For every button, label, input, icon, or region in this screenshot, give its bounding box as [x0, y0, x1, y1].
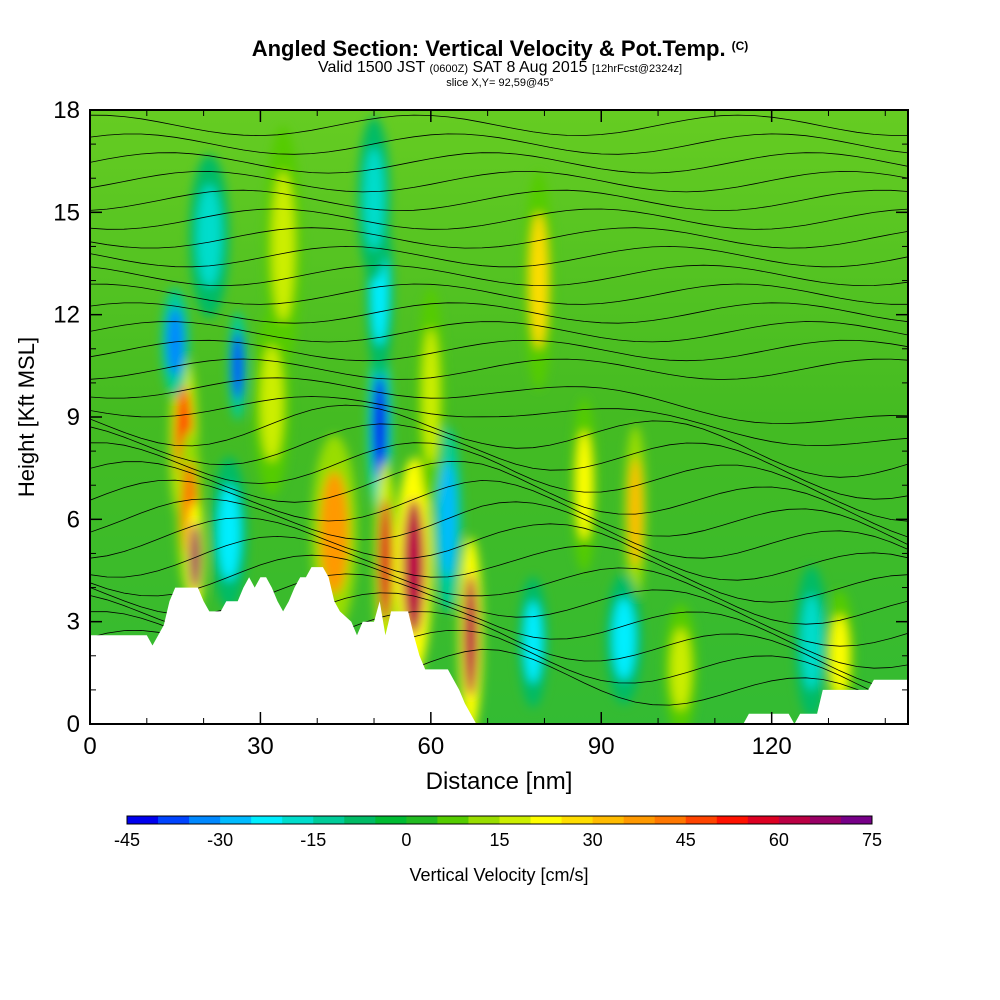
colorbar-swatch	[499, 816, 532, 824]
theta-contour-line	[90, 517, 908, 581]
colorbar-swatch	[468, 816, 500, 824]
theta-contour-line	[90, 302, 908, 324]
colorbar-swatch	[623, 816, 656, 824]
colorbar-label: Vertical Velocity [cm/s]	[409, 865, 588, 885]
velocity-field	[161, 116, 855, 724]
theta-contour-line	[90, 171, 908, 193]
colorbar-swatch	[282, 816, 314, 824]
theta-contour-line	[90, 133, 908, 155]
colorbar-swatch	[716, 816, 749, 824]
colorbar-swatch	[220, 816, 252, 824]
velocity-cell	[232, 331, 244, 400]
velocity-cell	[439, 461, 457, 578]
y-tick-label: 6	[67, 506, 80, 533]
colorbar-swatch	[189, 816, 221, 824]
colorbar-swatch	[840, 816, 873, 824]
y-tick-label: 12	[53, 302, 80, 329]
velocity-cell	[196, 185, 222, 288]
y-tick-label: 18	[53, 97, 80, 124]
velocity-cell	[523, 601, 543, 684]
theta-contour-line	[90, 479, 908, 546]
colorbar-swatch	[437, 816, 469, 824]
colorbar-swatch	[778, 816, 811, 824]
colorbar: -45 -30 -15 0 15 30 45 60 75	[114, 815, 882, 850]
terrain	[90, 567, 908, 724]
theta-contour-line	[90, 321, 908, 343]
colorbar-swatch	[685, 816, 718, 824]
theta-contour-line	[90, 283, 908, 305]
colorbar-swatch	[809, 816, 842, 824]
theta-contour-line	[90, 404, 908, 478]
y-tick-label: 15	[53, 199, 80, 226]
colorbar-tick-label: 15	[489, 830, 509, 850]
velocity-cell	[670, 628, 692, 711]
colorbar-swatch	[375, 816, 407, 824]
colorbar-tick-label: 30	[583, 830, 603, 850]
x-tick-label: 60	[417, 733, 444, 760]
theta-contour-line	[90, 377, 908, 424]
velocity-cell	[463, 573, 478, 697]
y-axis-label: Height [Kft MSL]	[14, 337, 39, 497]
colorbar-frame	[126, 815, 873, 825]
colorbar-swatch	[654, 816, 687, 824]
velocity-cell	[612, 597, 636, 680]
velocity-cell	[363, 147, 385, 250]
velocity-cell	[576, 430, 593, 540]
colorbar-swatch	[406, 816, 438, 824]
colorbar-tick-label: -15	[300, 830, 326, 850]
colorbar-tick-label: 0	[401, 830, 411, 850]
slice-label: slice X,Y= 92,59@45°	[446, 77, 554, 89]
colorbar-tick-label: 45	[676, 830, 696, 850]
colorbar-swatch	[158, 816, 190, 824]
theta-contour-line	[90, 208, 908, 230]
x-axis-label: Distance [nm]	[426, 768, 573, 795]
velocity-cell	[320, 471, 349, 595]
x-tick-label: 120	[752, 733, 792, 760]
theta-contour-line	[90, 498, 908, 559]
colorbar-swatch	[530, 816, 563, 824]
axes: 0 30 60 90 120 0 3 6 9 12 15 18	[53, 97, 908, 760]
velocity-cell	[372, 372, 388, 482]
theta-contour-line	[90, 358, 908, 380]
colorbar-tick-label: 75	[862, 830, 882, 850]
colorbar-tick-label: 60	[769, 830, 789, 850]
x-tick-label: 0	[83, 733, 96, 760]
chart-subtitle: Valid 1500 JST (0600Z) SAT 8 Aug 2015 [1…	[317, 59, 683, 76]
colorbar-swatch	[127, 816, 159, 824]
y-tick-label: 9	[67, 404, 80, 431]
theta-contour-line	[90, 245, 908, 268]
velocity-cell	[529, 212, 548, 349]
colorbar-swatch	[561, 816, 594, 824]
velocity-cell	[217, 485, 241, 581]
theta-contour-line	[90, 396, 908, 447]
theta-contour-line	[90, 152, 908, 174]
theta-contour-line	[90, 461, 908, 538]
colorbar-tick-label: -45	[114, 830, 140, 850]
velocity-cell	[378, 498, 393, 622]
colorbar-swatch	[251, 816, 283, 824]
colorbar-swatch	[344, 816, 376, 824]
colorbar-swatch	[313, 816, 345, 824]
velocity-cell	[830, 614, 849, 697]
colorbar-swatch	[592, 816, 625, 824]
theta-contour-line	[90, 535, 908, 603]
theta-contour-line	[90, 264, 908, 287]
theta-contour-line	[90, 554, 908, 625]
colorbar-swatch	[747, 816, 780, 824]
x-tick-label: 90	[588, 733, 615, 760]
chart-title: Angled Section: Vertical Velocity & Pot.…	[251, 36, 749, 61]
x-tick-label: 30	[247, 733, 274, 760]
velocity-cell	[189, 522, 201, 591]
theta-contour-line	[90, 442, 908, 522]
theta-contour-line	[90, 423, 908, 500]
y-tick-label: 0	[67, 711, 80, 738]
theta-contour-line	[90, 227, 908, 249]
theta-contour-line	[90, 339, 908, 362]
theta-contour-line	[90, 189, 908, 212]
colorbar-tick-label: -30	[207, 830, 233, 850]
y-tick-label: 3	[67, 609, 80, 636]
velocity-cell	[260, 345, 284, 462]
